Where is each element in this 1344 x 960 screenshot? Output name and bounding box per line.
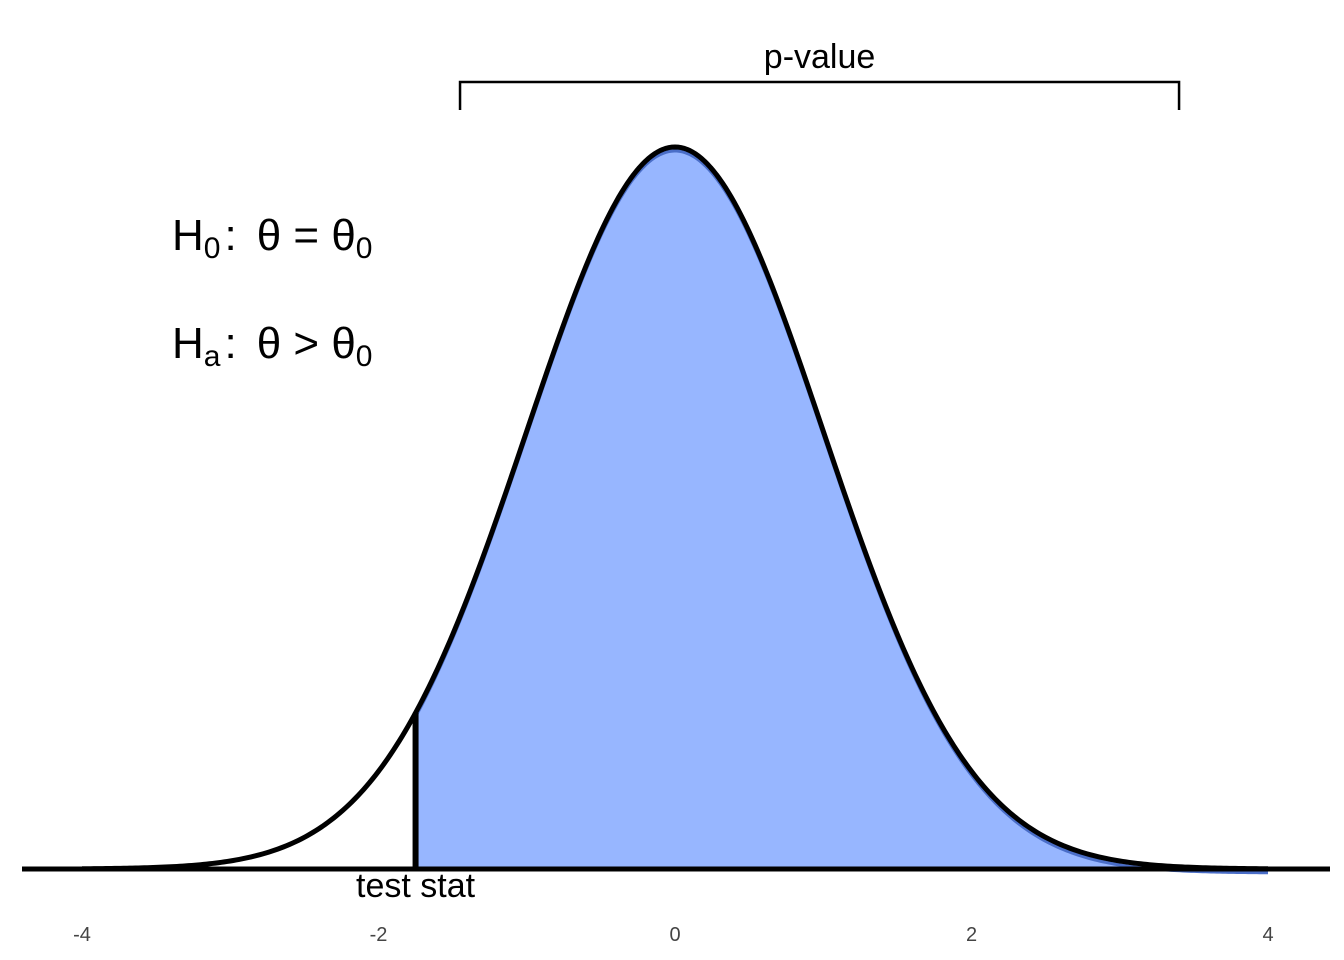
x-tick-label: -2 — [370, 924, 388, 946]
alt-expression: θ > θ — [257, 319, 356, 368]
null-h: H — [172, 211, 204, 260]
test-stat-label: test stat — [356, 867, 476, 905]
x-tick-labels: -4 -2 0 2 4 — [73, 924, 1273, 946]
density-curve — [81, 144, 1269, 872]
x-tick-label: 0 — [669, 924, 680, 946]
alt-colon: : — [224, 319, 236, 368]
alt-h-subscript: a — [204, 340, 221, 373]
null-h-subscript: 0 — [204, 232, 221, 265]
null-colon: : — [224, 211, 236, 260]
null-hypothesis: H0: θ = θ0 — [172, 211, 372, 265]
null-expression-subscript: 0 — [356, 232, 373, 265]
p-value-bracket — [458, 80, 1181, 110]
x-tick-label: -4 — [73, 924, 91, 946]
x-tick-label: 2 — [966, 924, 977, 946]
null-expression: θ = θ — [257, 211, 356, 260]
p-value-label: p-value — [764, 38, 876, 76]
alternative-hypothesis: Ha: θ > θ0 — [172, 319, 372, 373]
x-tick-label: 4 — [1262, 924, 1273, 946]
p-value-shaded-area — [415, 147, 1268, 869]
alt-expression-subscript: 0 — [356, 340, 373, 373]
alt-h: H — [172, 319, 204, 368]
